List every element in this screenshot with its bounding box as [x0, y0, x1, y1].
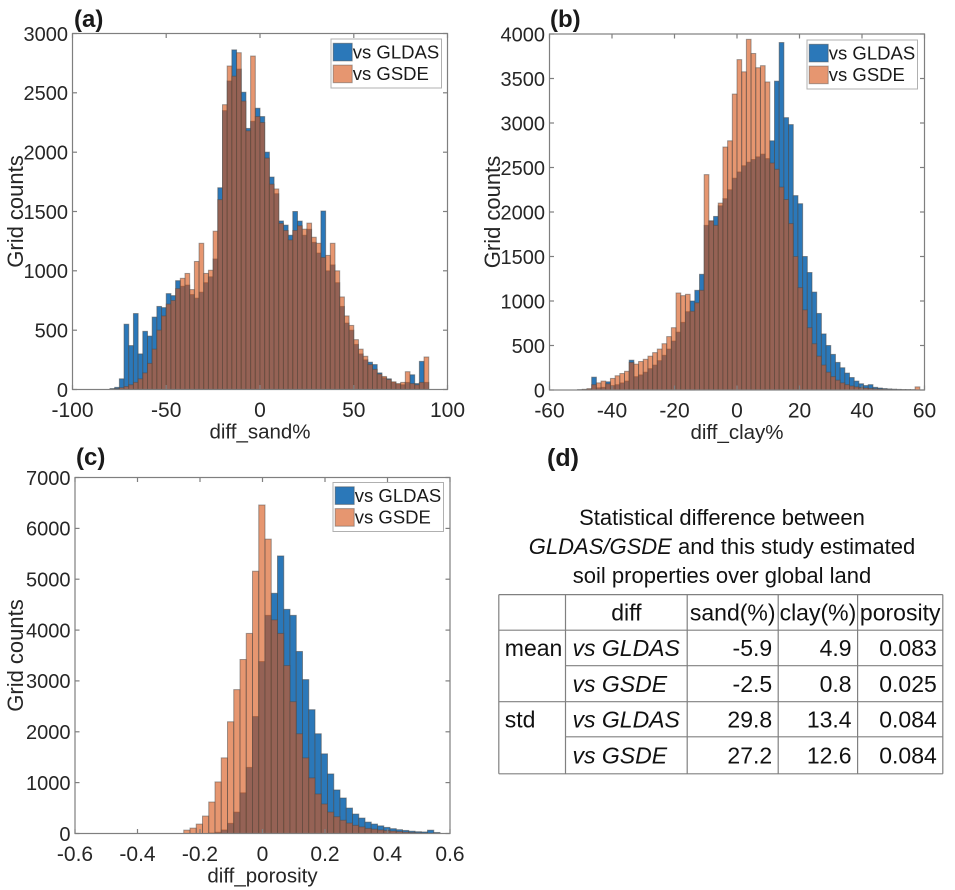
- svg-text:500: 500: [35, 321, 68, 343]
- svg-text:(a): (a): [74, 6, 103, 33]
- svg-text:-40: -40: [597, 400, 627, 423]
- svg-text:0.8: 0.8: [820, 671, 852, 697]
- svg-text:2000: 2000: [501, 202, 546, 224]
- svg-text:porosity: porosity: [860, 600, 941, 626]
- svg-text:27.2: 27.2: [727, 742, 772, 768]
- svg-text:60: 60: [913, 400, 936, 423]
- svg-text:-0.2: -0.2: [182, 843, 218, 866]
- svg-text:vs GLDAS: vs GLDAS: [829, 42, 915, 63]
- svg-text:3000: 3000: [501, 113, 546, 135]
- svg-text:vs GSDE: vs GSDE: [573, 671, 668, 697]
- svg-text:vs GLDAS: vs GLDAS: [573, 706, 681, 732]
- svg-text:-5.9: -5.9: [733, 635, 773, 661]
- svg-text:29.8: 29.8: [727, 706, 772, 732]
- svg-text:GLDAS/GSDE and this study esti: GLDAS/GSDE and this study estimated: [529, 534, 915, 559]
- svg-text:-100: -100: [51, 399, 93, 422]
- svg-text:6000: 6000: [26, 519, 71, 541]
- svg-text:-60: -60: [534, 400, 564, 423]
- svg-text:diff_sand%: diff_sand%: [209, 421, 310, 444]
- svg-text:-50: -50: [151, 399, 181, 422]
- svg-text:0: 0: [534, 380, 545, 402]
- svg-text:-0.6: -0.6: [57, 843, 93, 866]
- svg-text:diff_porosity: diff_porosity: [207, 865, 318, 888]
- svg-text:1500: 1500: [501, 247, 546, 269]
- svg-text:Statistical difference between: Statistical difference between: [579, 505, 865, 530]
- svg-text:5000: 5000: [26, 570, 71, 592]
- svg-text:1000: 1000: [501, 291, 546, 313]
- svg-text:vs GSDE: vs GSDE: [353, 63, 429, 84]
- svg-text:4000: 4000: [26, 620, 71, 642]
- svg-text:0: 0: [731, 400, 743, 423]
- svg-text:vs GLDAS: vs GLDAS: [353, 41, 439, 62]
- svg-text:50: 50: [342, 399, 365, 422]
- svg-text:0.084: 0.084: [879, 706, 937, 732]
- svg-text:diff: diff: [611, 600, 642, 626]
- svg-text:3000: 3000: [26, 671, 71, 693]
- svg-text:(d): (d): [547, 444, 579, 472]
- svg-text:4000: 4000: [501, 24, 546, 46]
- svg-text:0: 0: [257, 843, 269, 866]
- svg-text:mean: mean: [505, 635, 563, 661]
- svg-text:20: 20: [788, 400, 811, 423]
- svg-text:1500: 1500: [24, 202, 69, 224]
- svg-text:2000: 2000: [24, 143, 69, 165]
- svg-text:vs GSDE: vs GSDE: [573, 742, 668, 768]
- svg-text:std: std: [505, 706, 536, 732]
- svg-text:0.6: 0.6: [435, 843, 464, 866]
- svg-text:2500: 2500: [501, 158, 546, 180]
- svg-text:Grid counts: Grid counts: [480, 156, 505, 269]
- svg-text:soil properties over global la: soil properties over global land: [573, 563, 871, 588]
- svg-text:1000: 1000: [26, 773, 71, 795]
- svg-text:-2.5: -2.5: [733, 671, 773, 697]
- svg-text:3000: 3000: [24, 24, 69, 46]
- svg-text:40: 40: [850, 400, 873, 423]
- svg-text:0.083: 0.083: [879, 635, 937, 661]
- svg-text:3500: 3500: [501, 69, 546, 91]
- svg-text:0: 0: [57, 380, 68, 402]
- svg-text:0.4: 0.4: [373, 843, 403, 866]
- svg-text:0.025: 0.025: [879, 671, 937, 697]
- svg-text:sand(%): sand(%): [690, 600, 776, 626]
- svg-text:500: 500: [512, 336, 545, 358]
- svg-text:vs GLDAS: vs GLDAS: [573, 635, 681, 661]
- svg-text:(c): (c): [76, 444, 105, 471]
- svg-text:2000: 2000: [26, 722, 71, 744]
- svg-text:100: 100: [430, 399, 465, 422]
- svg-text:vs GSDE: vs GSDE: [829, 64, 905, 85]
- svg-text:-20: -20: [659, 400, 689, 423]
- svg-text:diff_clay%: diff_clay%: [690, 421, 783, 444]
- svg-text:vs GSDE: vs GSDE: [355, 507, 431, 528]
- svg-text:clay(%): clay(%): [780, 600, 857, 626]
- svg-text:0: 0: [59, 824, 70, 846]
- svg-text:0.2: 0.2: [310, 843, 339, 866]
- svg-text:13.4: 13.4: [807, 706, 852, 732]
- svg-text:vs GLDAS: vs GLDAS: [355, 485, 441, 506]
- svg-text:(b): (b): [550, 6, 581, 33]
- svg-text:2500: 2500: [24, 83, 69, 105]
- svg-text:4.9: 4.9: [820, 635, 852, 661]
- svg-text:Grid counts: Grid counts: [3, 155, 28, 268]
- svg-text:Grid counts: Grid counts: [3, 599, 28, 712]
- svg-text:-0.4: -0.4: [119, 843, 156, 866]
- svg-text:7000: 7000: [26, 468, 71, 490]
- svg-text:1000: 1000: [24, 261, 69, 283]
- svg-text:0.084: 0.084: [879, 742, 937, 768]
- svg-text:0: 0: [254, 399, 266, 422]
- svg-text:12.6: 12.6: [807, 742, 852, 768]
